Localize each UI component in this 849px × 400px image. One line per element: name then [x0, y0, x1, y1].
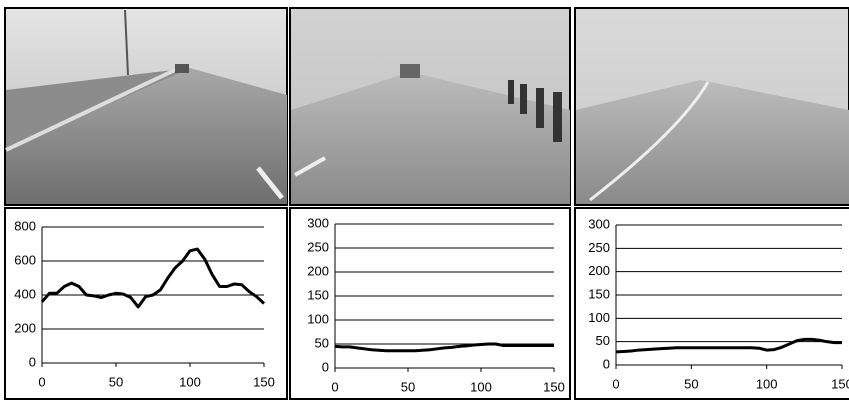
y-tick-label: 200 — [588, 263, 610, 278]
y-tick-label: 0 — [603, 356, 610, 371]
y-tick-label: 50 — [596, 333, 610, 348]
chart-frame — [5, 208, 287, 399]
y-tick-label: 600 — [14, 252, 36, 267]
data-line — [335, 344, 554, 351]
x-tick-label: 0 — [38, 374, 45, 389]
y-tick-label: 100 — [588, 310, 610, 325]
y-tick-label: 400 — [14, 286, 36, 301]
x-tick-label: 100 — [470, 379, 492, 394]
photo-3 — [575, 8, 849, 205]
x-tick-label: 0 — [612, 376, 619, 391]
y-tick-label: 150 — [307, 287, 329, 302]
y-tick-label: 250 — [588, 240, 610, 255]
x-tick-label: 150 — [543, 379, 565, 394]
y-tick-label: 250 — [307, 239, 329, 254]
x-tick-label: 50 — [401, 379, 415, 394]
chart-frame — [290, 208, 570, 399]
x-tick-label: 150 — [831, 376, 849, 391]
y-tick-label: 50 — [315, 335, 329, 350]
y-tick-label: 0 — [29, 354, 36, 369]
x-tick-label: 100 — [179, 374, 201, 389]
x-tick-label: 50 — [684, 376, 698, 391]
photo-1 — [5, 8, 287, 205]
x-tick-label: 100 — [756, 376, 778, 391]
y-tick-label: 200 — [307, 263, 329, 278]
x-tick-label: 150 — [253, 374, 275, 389]
y-tick-label: 300 — [307, 215, 329, 230]
y-tick-label: 150 — [588, 286, 610, 301]
y-tick-label: 300 — [588, 216, 610, 231]
x-tick-label: 50 — [109, 374, 123, 389]
y-tick-label: 100 — [307, 311, 329, 326]
y-tick-label: 0 — [322, 359, 329, 374]
x-tick-label: 0 — [331, 379, 338, 394]
data-line — [42, 249, 264, 307]
y-tick-label: 200 — [14, 320, 36, 335]
figure: 0 200 400 600 800 0 50 100 150 0 50 100 150 200 250 300… — [0, 0, 849, 400]
y-tick-label: 800 — [14, 218, 36, 233]
photo-2 — [290, 8, 570, 205]
